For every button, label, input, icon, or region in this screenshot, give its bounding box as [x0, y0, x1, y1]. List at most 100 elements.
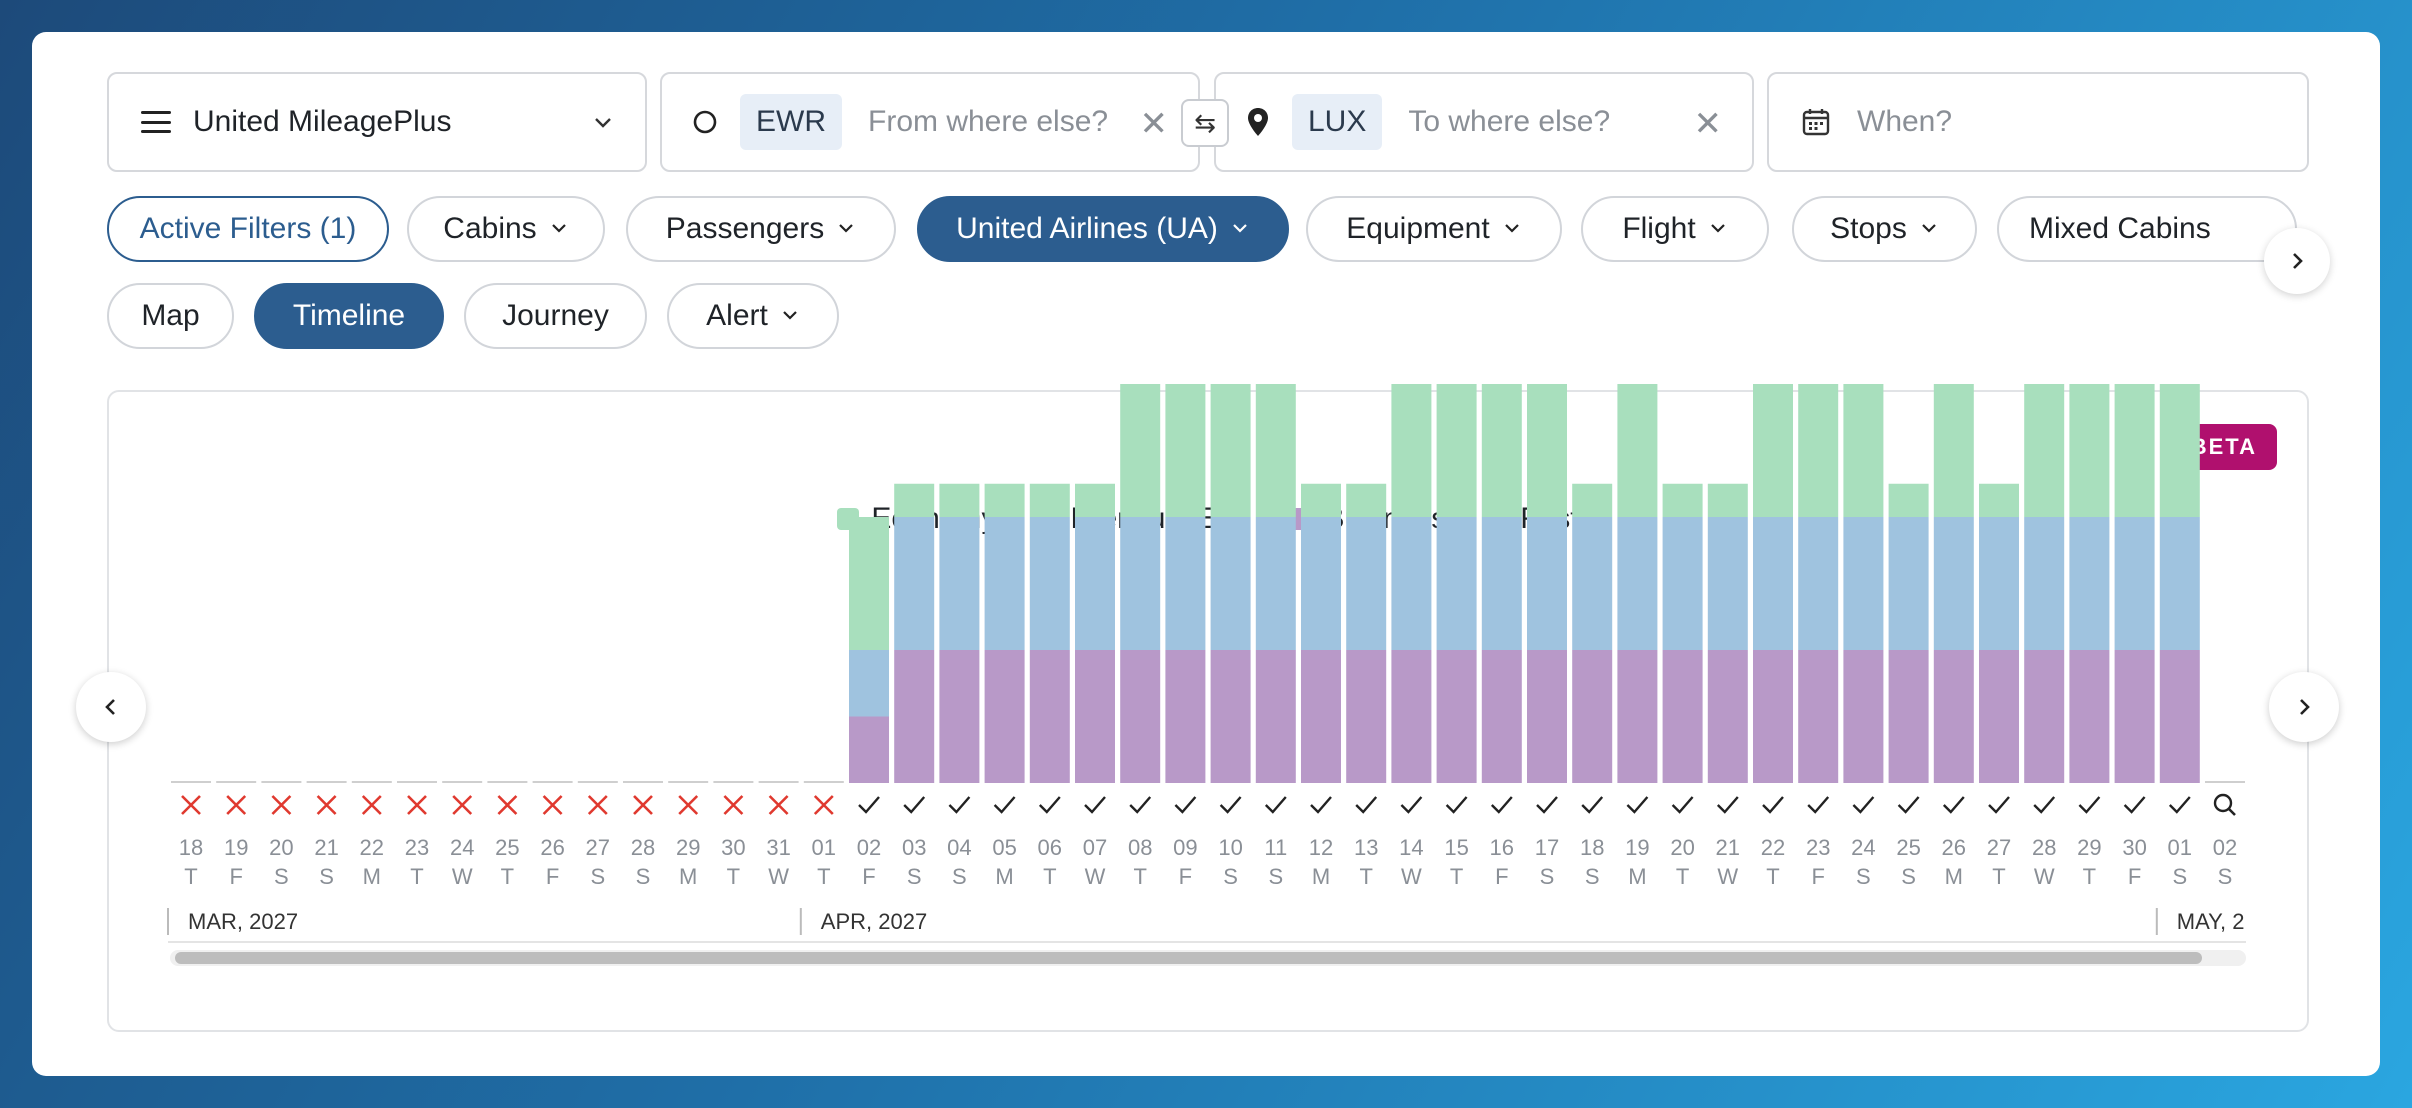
- day-number-label[interactable]: 05: [992, 835, 1016, 860]
- origin-code-chip[interactable]: EWR: [740, 94, 842, 150]
- day-number-label[interactable]: 25: [1896, 835, 1920, 860]
- bar-segment-premium-eco[interactable]: [1436, 517, 1477, 650]
- bar-segment-business[interactable]: [1346, 650, 1387, 783]
- bar-segment-economy[interactable]: [1888, 483, 1929, 517]
- bar-segment-economy[interactable]: [1301, 483, 1341, 517]
- bar-segment-business[interactable]: [894, 650, 935, 783]
- day-number-label[interactable]: 24: [1851, 835, 1875, 860]
- bar-segment-premium-eco[interactable]: [1617, 517, 1658, 650]
- origin-input[interactable]: From where else?: [868, 105, 1109, 138]
- day-number-label[interactable]: 17: [1535, 835, 1559, 860]
- bar-segment-premium-eco[interactable]: [1572, 517, 1613, 650]
- bar-segment-premium-eco[interactable]: [1753, 517, 1793, 650]
- bar-segment-premium-eco[interactable]: [1075, 517, 1115, 650]
- origin-field[interactable]: EWR From where else? ✕: [660, 72, 1200, 172]
- bar-segment-premium-eco[interactable]: [1933, 517, 1974, 650]
- bar-segment-economy[interactable]: [1527, 384, 1567, 517]
- timeline-next-button[interactable]: [2269, 672, 2339, 742]
- view-journey-tab[interactable]: Journey: [464, 283, 647, 349]
- day-number-label[interactable]: 11: [1264, 835, 1287, 860]
- bar-segment-business[interactable]: [1707, 650, 1748, 783]
- bar-segment-economy[interactable]: [1753, 384, 1793, 517]
- bar-segment-premium-eco[interactable]: [1662, 517, 1703, 650]
- view-map-tab[interactable]: Map: [107, 283, 234, 349]
- day-number-label[interactable]: 02: [2213, 835, 2237, 860]
- day-number-label[interactable]: 29: [2077, 835, 2101, 860]
- bar-segment-economy[interactable]: [849, 517, 889, 650]
- bar-segment-business[interactable]: [1255, 650, 1296, 783]
- destination-clear-icon[interactable]: ✕: [1693, 105, 1723, 143]
- bar-segment-economy[interactable]: [1346, 483, 1387, 517]
- bar-segment-economy[interactable]: [1481, 384, 1522, 517]
- bar-segment-premium-eco[interactable]: [2114, 517, 2155, 650]
- day-number-label[interactable]: 23: [405, 835, 429, 860]
- bar-segment-premium-eco[interactable]: [2024, 517, 2065, 650]
- bar-segment-business[interactable]: [1075, 650, 1115, 783]
- day-number-label[interactable]: 31: [766, 835, 790, 860]
- bar-segment-premium-eco[interactable]: [1210, 517, 1251, 650]
- day-number-label[interactable]: 27: [586, 835, 610, 860]
- bar-segment-economy[interactable]: [1933, 384, 1974, 517]
- airline-filter-pill[interactable]: United Airlines (UA): [917, 196, 1289, 262]
- bar-segment-economy[interactable]: [2069, 384, 2110, 517]
- active-filters-pill[interactable]: Active Filters (1): [107, 196, 389, 262]
- bar-segment-business[interactable]: [984, 650, 1025, 783]
- date-field[interactable]: When?: [1767, 72, 2309, 172]
- bar-segment-premium-eco[interactable]: [2069, 517, 2110, 650]
- bar-segment-premium-eco[interactable]: [1346, 517, 1387, 650]
- day-number-label[interactable]: 01: [2168, 835, 2192, 860]
- filters-scroll-right-button[interactable]: [2264, 228, 2330, 294]
- day-number-label[interactable]: 21: [1716, 835, 1740, 860]
- bar-segment-economy[interactable]: [894, 483, 935, 517]
- day-number-label[interactable]: 25: [495, 835, 519, 860]
- bar-segment-premium-eco[interactable]: [1029, 517, 1070, 650]
- bar-segment-business[interactable]: [1165, 650, 1206, 783]
- day-number-label[interactable]: 20: [269, 835, 293, 860]
- alert-dropdown-pill[interactable]: Alert: [667, 283, 839, 349]
- bar-segment-business[interactable]: [1436, 650, 1477, 783]
- bar-segment-economy[interactable]: [2114, 384, 2155, 517]
- day-number-label[interactable]: 19: [1625, 835, 1649, 860]
- bar-segment-economy[interactable]: [2024, 384, 2065, 517]
- bar-segment-premium-eco[interactable]: [1527, 517, 1567, 650]
- day-number-label[interactable]: 26: [540, 835, 564, 860]
- bar-segment-premium-eco[interactable]: [1301, 517, 1341, 650]
- bar-segment-premium-eco[interactable]: [1255, 517, 1296, 650]
- bar-segment-economy[interactable]: [2159, 384, 2200, 517]
- timeline-prev-button[interactable]: [76, 672, 146, 742]
- day-number-label[interactable]: 18: [1580, 835, 1604, 860]
- bar-segment-business[interactable]: [1979, 650, 2019, 783]
- day-number-label[interactable]: 02: [857, 835, 881, 860]
- bar-segment-economy[interactable]: [1979, 483, 2019, 517]
- day-number-label[interactable]: 22: [1761, 835, 1785, 860]
- bar-segment-economy[interactable]: [1572, 483, 1613, 517]
- day-number-label[interactable]: 30: [721, 835, 745, 860]
- equipment-filter-pill[interactable]: Equipment: [1306, 196, 1562, 262]
- bar-segment-business[interactable]: [2159, 650, 2200, 783]
- bar-segment-economy[interactable]: [939, 483, 980, 517]
- bar-segment-premium-eco[interactable]: [1979, 517, 2019, 650]
- day-number-label[interactable]: 03: [902, 835, 926, 860]
- day-number-label[interactable]: 30: [2122, 835, 2146, 860]
- bar-segment-economy[interactable]: [984, 483, 1025, 517]
- bar-segment-economy[interactable]: [1707, 483, 1748, 517]
- bar-segment-premium-eco[interactable]: [1843, 517, 1884, 650]
- day-number-label[interactable]: 16: [1490, 835, 1514, 860]
- day-number-label[interactable]: 20: [1670, 835, 1694, 860]
- day-number-label[interactable]: 22: [360, 835, 384, 860]
- bar-segment-business[interactable]: [2069, 650, 2110, 783]
- destination-input[interactable]: To where else?: [1408, 105, 1611, 138]
- program-select[interactable]: United MileagePlus: [107, 72, 647, 172]
- day-number-label[interactable]: 08: [1128, 835, 1152, 860]
- bar-segment-business[interactable]: [939, 650, 980, 783]
- destination-field[interactable]: LUX To where else? ✕: [1214, 72, 1754, 172]
- day-number-label[interactable]: 24: [450, 835, 474, 860]
- day-number-label[interactable]: 27: [1987, 835, 2011, 860]
- day-number-label[interactable]: 09: [1173, 835, 1197, 860]
- bar-segment-business[interactable]: [1301, 650, 1341, 783]
- destination-code-chip[interactable]: LUX: [1292, 94, 1383, 150]
- bar-segment-premium-eco[interactable]: [849, 650, 889, 717]
- bar-segment-premium-eco[interactable]: [894, 517, 935, 650]
- bar-segment-economy[interactable]: [1436, 384, 1477, 517]
- bar-segment-economy[interactable]: [1798, 384, 1839, 517]
